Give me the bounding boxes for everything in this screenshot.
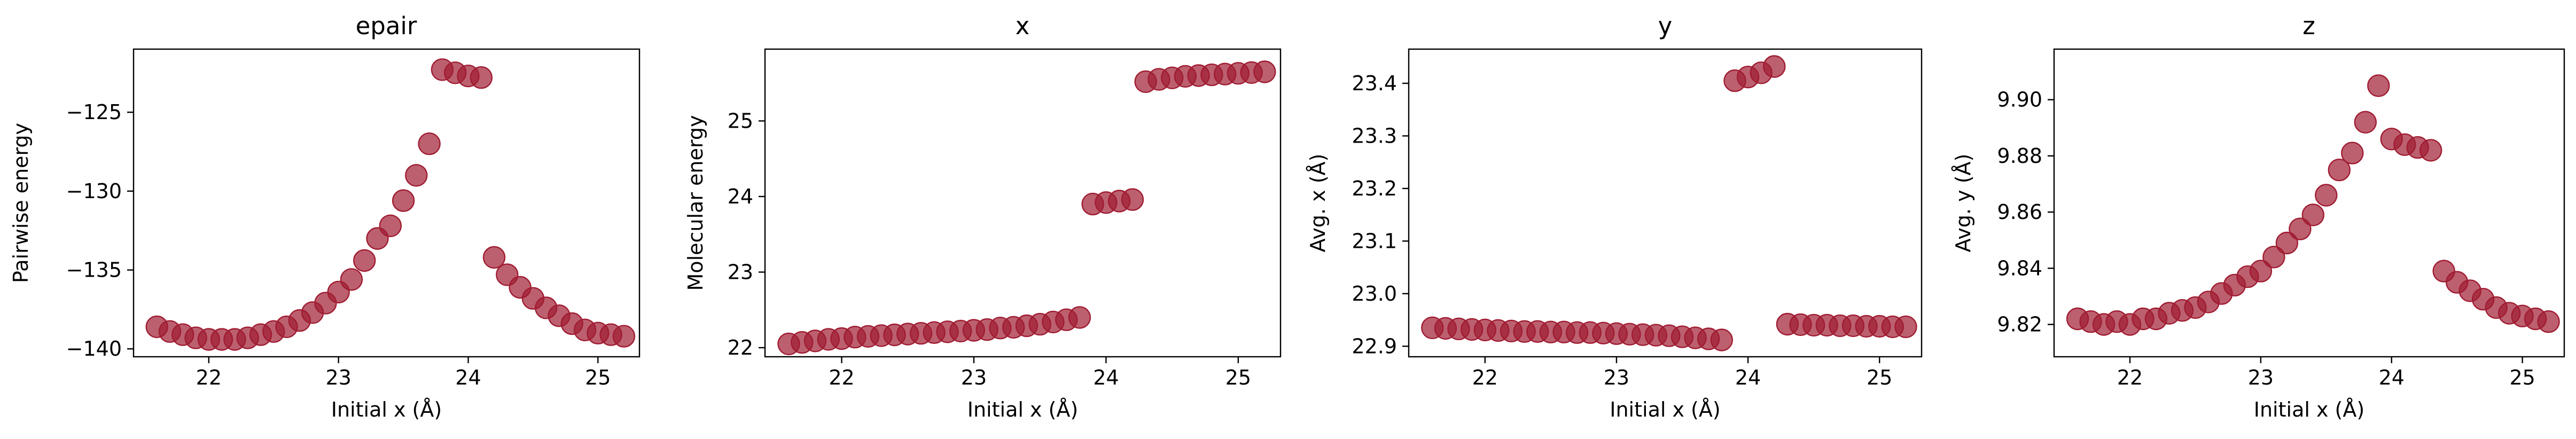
- data-point: [2262, 246, 2285, 269]
- y-tick-label: −135: [66, 258, 122, 282]
- x-tick-label: 25: [2509, 366, 2535, 389]
- y-tick-label: 25: [728, 109, 753, 132]
- panel-y: 22 23 24 25 22.9 23.0 23.1 23.2 23.3 23.4 y Initial…: [1306, 12, 1923, 421]
- axes-frame: [2053, 48, 2565, 358]
- data-point: [2289, 217, 2312, 240]
- data-point: [418, 132, 441, 155]
- data-points: [777, 60, 1276, 356]
- data-point: [470, 66, 493, 89]
- data-point: [2367, 74, 2390, 97]
- data-point: [353, 249, 376, 272]
- x-tick-label: 22: [196, 366, 222, 389]
- data-point: [405, 164, 428, 187]
- y-tick-label: 23.4: [1352, 72, 1397, 95]
- data-point: [482, 246, 506, 269]
- data-point: [2354, 111, 2377, 134]
- x-axis-label: Initial x (Å): [331, 398, 442, 421]
- data-points: [145, 58, 636, 351]
- data-point: [2315, 184, 2338, 207]
- y-tick-label: 9.82: [1997, 313, 2042, 336]
- x-axis-label: Initial x (Å): [2254, 398, 2364, 421]
- y-axis-label: Avg. x (Å): [1306, 154, 1330, 253]
- x-axis-label: Initial x (Å): [1610, 398, 1720, 421]
- x-axis-label: Initial x (Å): [967, 398, 1078, 421]
- x-tick-label: 24: [1735, 366, 1761, 389]
- data-point: [1763, 55, 1786, 78]
- x-tick-label: 24: [455, 366, 481, 389]
- x-tick-label: 25: [1225, 366, 1251, 389]
- axes-frame: [1408, 48, 1923, 358]
- data-point: [2249, 260, 2273, 283]
- chart-title: epair: [356, 12, 417, 40]
- x-tick-label: 24: [2379, 366, 2405, 389]
- y-tick-label: 23.1: [1352, 229, 1397, 253]
- data-points: [2066, 74, 2560, 336]
- y-axis-label: Molecular energy: [684, 115, 707, 291]
- y-tick-label: −125: [66, 100, 122, 124]
- y-tick-label: 22.9: [1352, 334, 1397, 358]
- data-point: [340, 268, 363, 291]
- y-tick-label: 9.90: [1997, 88, 2042, 112]
- data-points: [1421, 55, 1917, 351]
- data-point: [1710, 328, 1734, 351]
- data-point: [2301, 203, 2324, 226]
- y-tick-label: 9.88: [1997, 144, 2042, 168]
- data-point: [2537, 310, 2560, 333]
- x-tick-label: 25: [1867, 366, 1892, 389]
- y-tick-label: 23.2: [1352, 177, 1397, 200]
- y-tick-label: 23.3: [1352, 124, 1397, 147]
- data-point: [1068, 306, 1091, 329]
- data-point: [612, 325, 636, 348]
- y-tick-label: −140: [66, 337, 122, 360]
- y-tick-label: 23: [728, 260, 753, 284]
- data-point: [2328, 159, 2351, 182]
- chart-title: x: [1016, 12, 1030, 40]
- y-axis-label: Avg. y (Å): [1951, 154, 1975, 253]
- y-tick-label: 9.86: [1997, 200, 2042, 224]
- chart-title: y: [1658, 12, 1673, 40]
- x-tick-label: 22: [2117, 366, 2143, 389]
- y-axis-label: Pairwise energy: [9, 123, 33, 283]
- data-point: [1121, 188, 1144, 211]
- y-tick-label: 23.0: [1352, 282, 1397, 305]
- data-point: [1253, 60, 1276, 83]
- y-tick-label: 24: [728, 185, 753, 208]
- x-tick-label: 24: [1093, 366, 1119, 389]
- data-point: [2419, 139, 2442, 162]
- axes-frame: [132, 48, 641, 358]
- data-point: [2341, 142, 2364, 164]
- data-point: [2275, 231, 2299, 255]
- chart-title: z: [2302, 12, 2315, 40]
- data-point: [379, 214, 402, 237]
- x-tick-label: 22: [1472, 366, 1498, 389]
- x-tick-label: 23: [961, 366, 987, 389]
- data-point: [392, 189, 415, 212]
- x-tick-label: 23: [2248, 366, 2274, 389]
- panel-z: 22 23 24 25 9.82 9.84 9.86 9.88 9.90 z Initial x (…: [1951, 12, 2565, 421]
- x-tick-label: 23: [1604, 366, 1629, 389]
- y-tick-label: 9.84: [1997, 256, 2042, 280]
- axes-frame: [764, 48, 1282, 358]
- x-tick-label: 23: [325, 366, 351, 389]
- data-point: [1894, 315, 1917, 339]
- y-tick-label: 22: [728, 336, 753, 359]
- x-tick-label: 22: [829, 366, 854, 389]
- x-tick-label: 25: [585, 366, 611, 389]
- panel-epair: 22 23 24 25 −140 −135 −130 −125 epair Initial x (…: [9, 12, 641, 421]
- panel-x: 22 23 24 25 22 23 24 25 x Initial x (Å) Molecular …: [684, 12, 1282, 421]
- y-tick-label: −130: [66, 179, 122, 203]
